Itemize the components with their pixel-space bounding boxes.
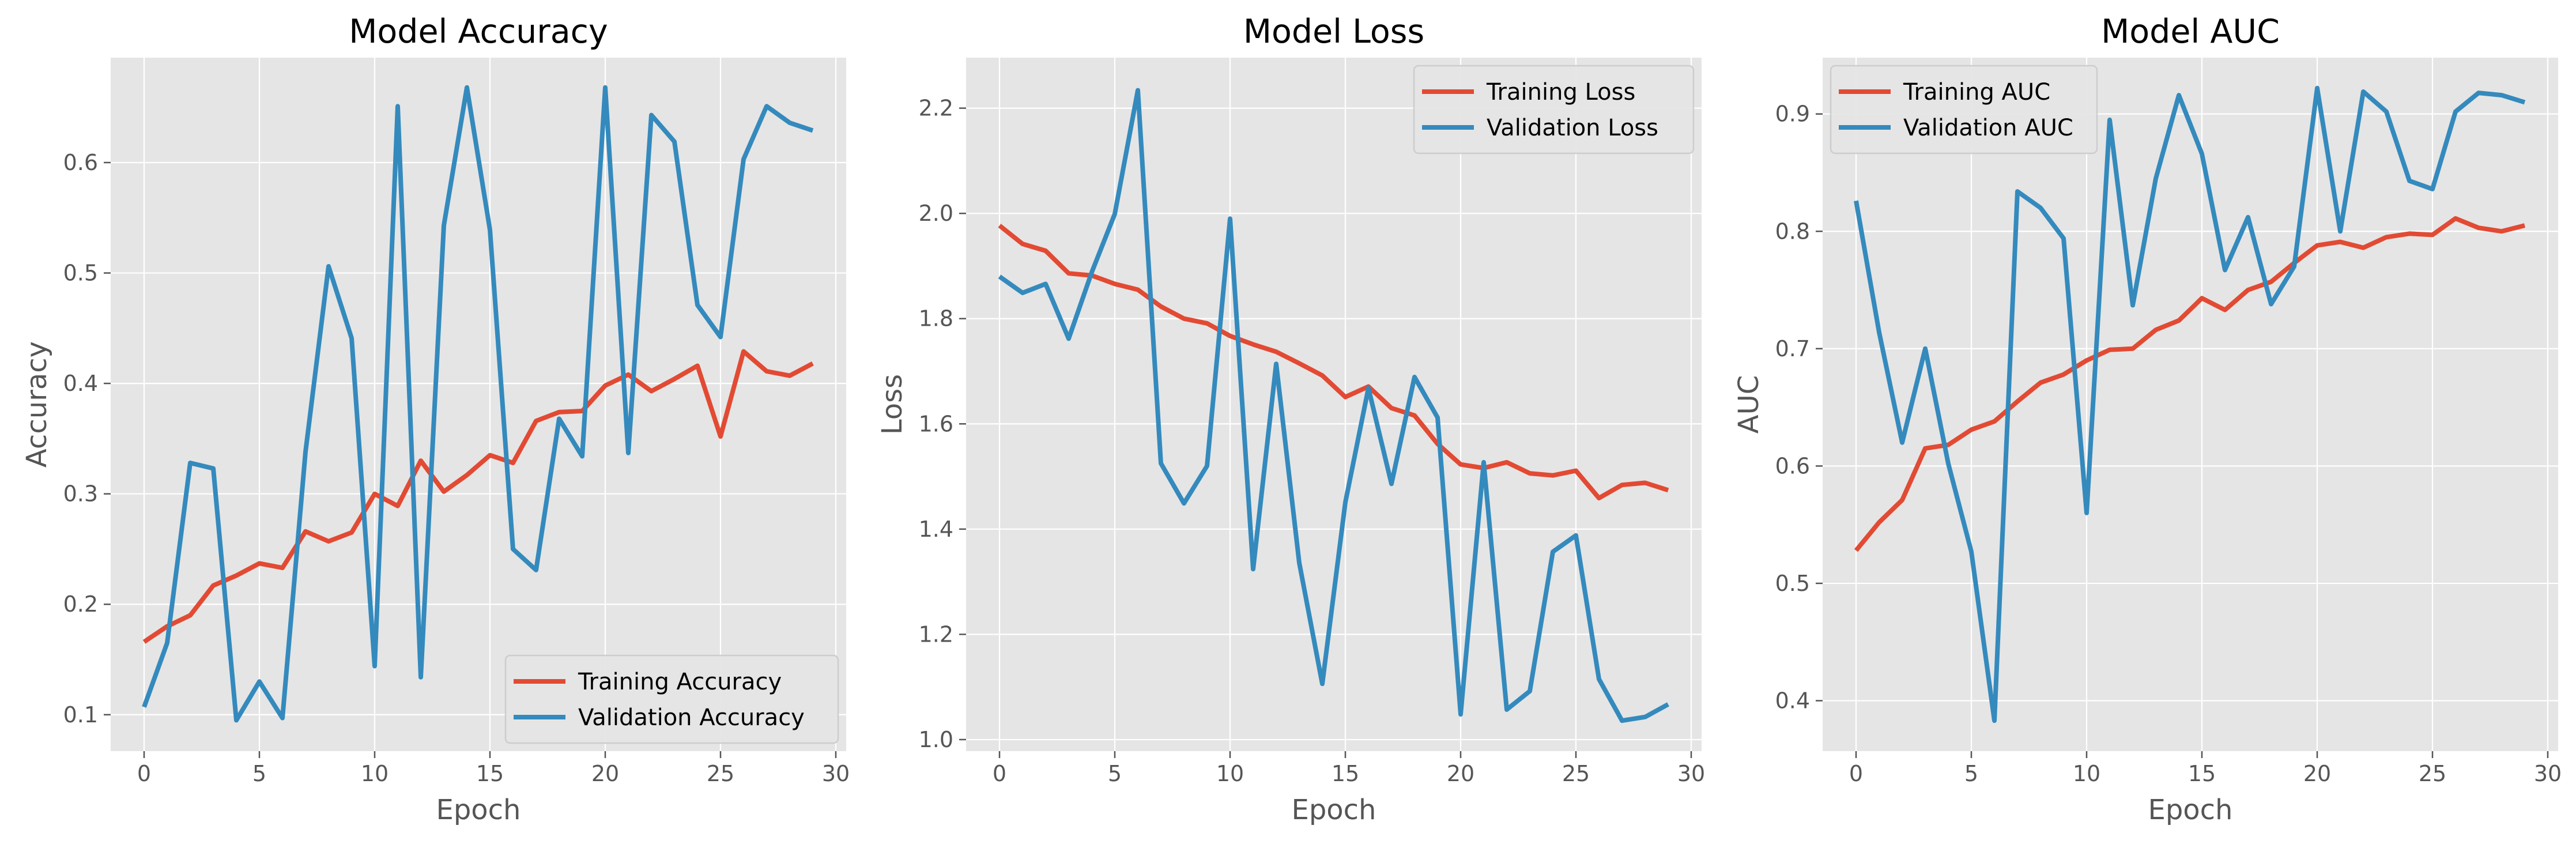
legend-box: [1830, 65, 2098, 154]
legend-label-training: Training Loss: [1486, 79, 1635, 105]
series-line-validation: [1854, 85, 2526, 723]
y-tick-label: 1.6: [919, 411, 953, 436]
legend-label-validation: Validation Loss: [1487, 115, 1658, 141]
plot-area: [966, 58, 1702, 751]
x-tick-label: 0: [1849, 761, 1863, 786]
loss-chart: 0 5 10 15 20 25 30 1.0 1.2 1.4 1.6 1.8 2.0 2.2 Model L…: [876, 13, 1705, 826]
x-tick-label: 15: [2188, 761, 2216, 786]
y-tick-label: 1.0: [919, 727, 953, 752]
x-tick-label: 10: [2073, 761, 2100, 786]
y-tick-label: 2.2: [919, 96, 953, 121]
legend-box: [504, 654, 839, 744]
legend-label-validation: Validation AUC: [1903, 115, 2073, 141]
plot-area: [111, 58, 846, 751]
series-line-training: [1854, 216, 2525, 552]
x-tick-label: 5: [1964, 761, 1978, 786]
y-axis-label: AUC: [1733, 375, 1765, 434]
x-tick-label: 30: [822, 761, 850, 786]
x-tick-label: 15: [476, 761, 504, 786]
series-line-validation: [998, 88, 1669, 723]
series-line-validation: [142, 85, 814, 723]
y-axis-label: Accuracy: [21, 341, 53, 468]
y-axis-label: Loss: [876, 374, 908, 435]
legend-box: [1413, 65, 1695, 154]
y-tick-label: 0.6: [63, 150, 98, 175]
y-tick-label: 0.3: [63, 481, 98, 507]
auc-chart: 0 5 10 15 20 25 30 0.4 0.5 0.6 0.7 0.8 0.9 Model AUC E…: [1733, 13, 2562, 826]
x-tick-label: 10: [1216, 761, 1244, 786]
plot-area: [1823, 58, 2558, 751]
series-line-training: [142, 349, 814, 644]
legend: Training Loss Validation Loss: [1413, 65, 1695, 154]
y-tick-label: 1.8: [919, 306, 953, 331]
y-tick-label: 0.9: [1775, 101, 1810, 127]
y-tick-label: 0.6: [1775, 453, 1810, 478]
x-tick-label: 5: [252, 761, 266, 786]
x-tick-label: 20: [591, 761, 619, 786]
legend: Training Accuracy Validation Accuracy: [504, 654, 839, 744]
y-tick-label: 0.1: [63, 702, 98, 728]
y-tick-label: 0.8: [1775, 218, 1810, 244]
series-line-training: [998, 224, 1669, 500]
x-axis-label: Epoch: [1292, 794, 1376, 826]
chart-title: Model Accuracy: [349, 13, 608, 51]
legend: Training AUC Validation AUC: [1830, 65, 2098, 154]
x-tick-label: 0: [993, 761, 1006, 786]
legend-label-training: Training AUC: [1903, 79, 2050, 105]
chart-title: Model AUC: [2101, 13, 2280, 51]
accuracy-chart: 0 5 10 15 20 25 30 0.1 0.2 0.3 0.4 0.5 0.6 Model Accu…: [21, 13, 850, 826]
y-tick-label: 1.2: [919, 621, 953, 647]
x-axis-label: Epoch: [436, 794, 521, 826]
x-tick-label: 30: [1677, 761, 1705, 786]
x-tick-label: 20: [2303, 761, 2331, 786]
y-tick-label: 2.0: [919, 201, 953, 226]
y-tick-label: 0.5: [63, 261, 98, 286]
legend-label-validation: Validation Accuracy: [578, 704, 805, 731]
x-axis-label: Epoch: [2148, 794, 2233, 826]
y-tick-label: 0.2: [63, 591, 98, 617]
x-tick-label: 30: [2534, 761, 2562, 786]
legend-label-training: Training Accuracy: [578, 669, 782, 695]
x-tick-label: 5: [1108, 761, 1122, 786]
x-tick-label: 20: [1447, 761, 1474, 786]
y-tick-label: 0.7: [1775, 336, 1810, 361]
x-tick-label: 15: [1332, 761, 1359, 786]
x-tick-label: 10: [361, 761, 389, 786]
x-tick-label: 25: [1562, 761, 1590, 786]
x-tick-label: 25: [707, 761, 734, 786]
y-tick-label: 0.5: [1775, 571, 1810, 596]
y-tick-label: 1.4: [919, 517, 953, 542]
x-tick-label: 25: [2419, 761, 2446, 786]
x-tick-label: 0: [137, 761, 151, 786]
chart-title: Model Loss: [1243, 13, 1424, 51]
y-tick-label: 0.4: [63, 371, 98, 396]
y-tick-label: 0.4: [1775, 688, 1810, 713]
